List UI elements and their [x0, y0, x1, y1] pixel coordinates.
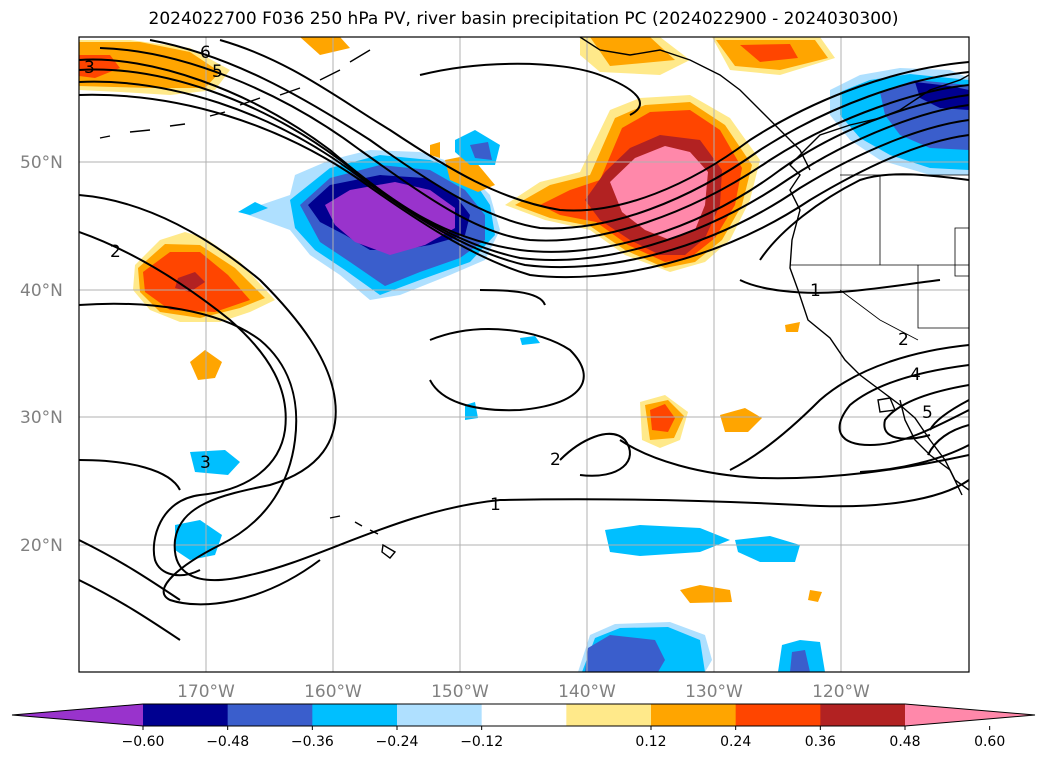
pv-contours [79, 39, 969, 641]
svg-text:1: 1 [810, 281, 821, 301]
svg-text:2: 2 [550, 450, 561, 470]
small-negative-patch [735, 536, 800, 562]
lon-label: 160°W [304, 682, 362, 702]
colorbar-segment [735, 704, 821, 726]
map-title: 2024022700 F036 250 hPa PV, river basin … [148, 9, 899, 29]
longitude-labels: 170°W 160°W 150°W 140°W 130°W 120°W [177, 682, 870, 702]
small-positive-patch [680, 585, 732, 603]
lon-label: 140°W [558, 682, 616, 702]
gridlines [79, 37, 969, 672]
colorbar-segment [820, 704, 906, 726]
lon-label: 120°W [812, 682, 870, 702]
svg-text:2: 2 [110, 242, 121, 262]
lon-label: 170°W [177, 682, 235, 702]
colorbar-segment [227, 704, 313, 726]
small-positive-patch [300, 37, 350, 55]
lat-label: 40°N [20, 281, 63, 301]
colorbar-tick-label: 0.36 [805, 734, 836, 750]
negative-anomaly-central [240, 150, 500, 300]
latitude-labels: 50°N 40°N 30°N 20°N [20, 153, 63, 556]
colorbar-tick-label: −0.60 [122, 734, 165, 750]
plot-frame [78, 36, 970, 673]
plot-area [79, 37, 969, 672]
svg-text:3: 3 [200, 453, 211, 473]
lat-label: 30°N [20, 408, 63, 428]
small-positive-patch [590, 37, 675, 66]
small-positive-patch [720, 408, 762, 432]
svg-text:6: 6 [200, 43, 211, 63]
positive-anomaly-west [133, 232, 275, 322]
colorbar-tick-label: −0.12 [460, 734, 503, 750]
colorbar-tick-label: 0.48 [889, 734, 920, 750]
svg-text:5: 5 [212, 62, 223, 82]
colorbar-segment [651, 704, 737, 726]
small-negative-patch [790, 650, 810, 672]
svg-text:4: 4 [910, 365, 921, 385]
svg-text:1: 1 [490, 495, 501, 515]
small-negative-patch [520, 336, 540, 345]
colorbar-segment [566, 704, 652, 726]
lat-label: 50°N [20, 153, 63, 173]
small-positive-patch [650, 404, 675, 432]
lon-label: 150°W [431, 682, 489, 702]
colorbar-segment [481, 704, 567, 726]
small-negative-patch [470, 142, 492, 160]
small-positive-patch [808, 590, 822, 602]
colorbar-segment [397, 704, 483, 726]
colorbar-extend-min [12, 704, 143, 726]
colorbar: −0.60 −0.48 −0.36 −0.24 −0.12 0.12 0.24 0.36 0.4… [11, 703, 1036, 750]
colorbar-extend-max [905, 704, 1035, 726]
small-positive-patch [445, 155, 495, 192]
small-negative-patch [190, 450, 240, 475]
colorbar-tick-label: 0.12 [635, 734, 666, 750]
colorbar-tick-label: −0.24 [376, 734, 419, 750]
svg-text:2: 2 [898, 330, 909, 350]
small-positive-patch [430, 142, 440, 158]
lon-label: 130°W [685, 682, 743, 702]
svg-text:3: 3 [84, 58, 95, 78]
colorbar-tick-label: −0.48 [206, 734, 249, 750]
lat-label: 20°N [20, 536, 63, 556]
small-positive-patch [785, 322, 800, 332]
svg-text:5: 5 [922, 403, 933, 423]
colorbar-tick-label: 0.60 [974, 734, 1005, 750]
colorbar-tick-label: 0.24 [720, 734, 751, 750]
colorbar-segment [143, 704, 229, 726]
small-negative-patch [605, 525, 730, 556]
colorbar-tick-label: −0.36 [291, 734, 334, 750]
contour-labels: 6 5 3 2 1 1 3 2 2 4 5 [84, 43, 933, 515]
small-negative-patch [585, 635, 665, 672]
colorbar-segment [312, 704, 398, 726]
small-negative-patch [238, 202, 268, 215]
small-positive-patch [740, 44, 798, 62]
